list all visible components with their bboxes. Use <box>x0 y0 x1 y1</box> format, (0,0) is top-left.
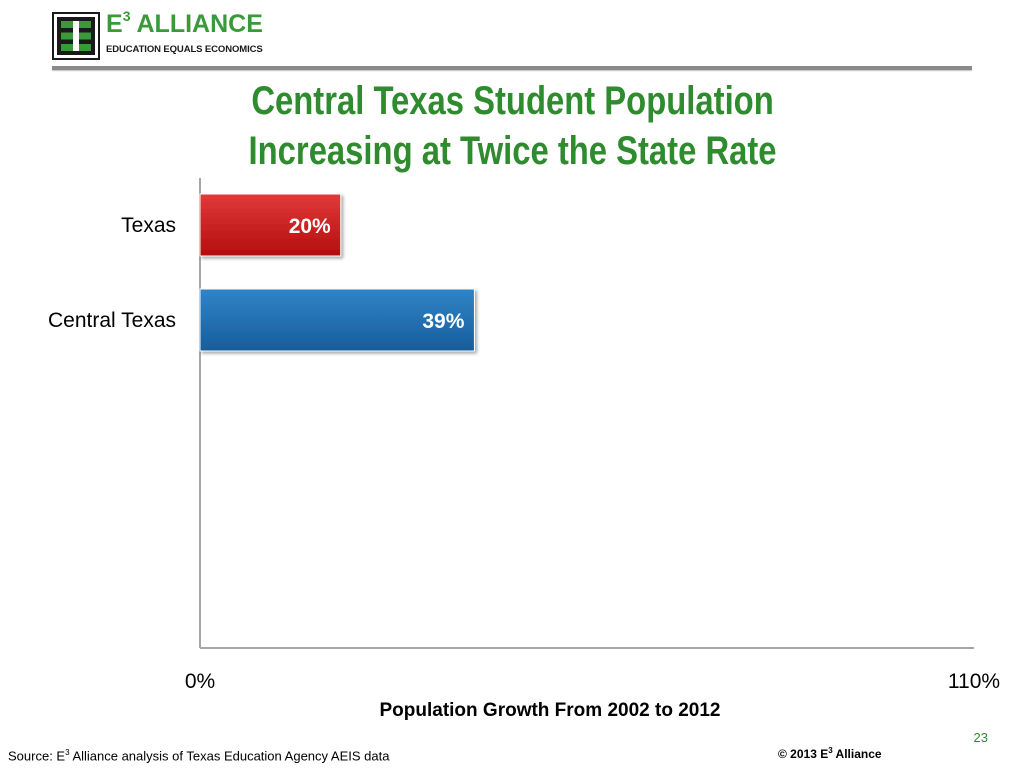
x-tick-label: 110% <box>948 670 1000 693</box>
bar-central-texas <box>199 288 475 352</box>
page-number: 23 <box>973 730 988 745</box>
category-label: Central Texas <box>48 309 176 332</box>
logo-tagline: EDUCATION EQUALS ECONOMICS <box>106 44 263 55</box>
source-note: Source: E3 Alliance analysis of Texas Ed… <box>8 748 390 764</box>
logo-wordmark: E3 ALLIANCE <box>106 8 263 38</box>
bar-texas <box>199 193 342 257</box>
copyright-note: © 2013 E3 Alliance <box>778 746 882 761</box>
title-line-2: Increasing at Twice the State Rate <box>248 129 777 173</box>
x-tick-label: 0% <box>185 670 215 693</box>
category-label: Texas <box>121 214 176 237</box>
data-label: 39% <box>422 310 464 333</box>
header-divider <box>52 66 972 70</box>
e3-alliance-logo: E3 ALLIANCE EDUCATION EQUALS ECONOMICS <box>52 8 263 62</box>
e3-logo-mark-icon <box>52 12 100 60</box>
data-label: 20% <box>289 215 331 238</box>
title-line-1: Central Texas Student Population <box>251 79 774 123</box>
x-axis-title: Population Growth From 2002 to 2012 <box>379 700 721 721</box>
slide-title: Central Texas Student Population Increas… <box>93 76 933 176</box>
